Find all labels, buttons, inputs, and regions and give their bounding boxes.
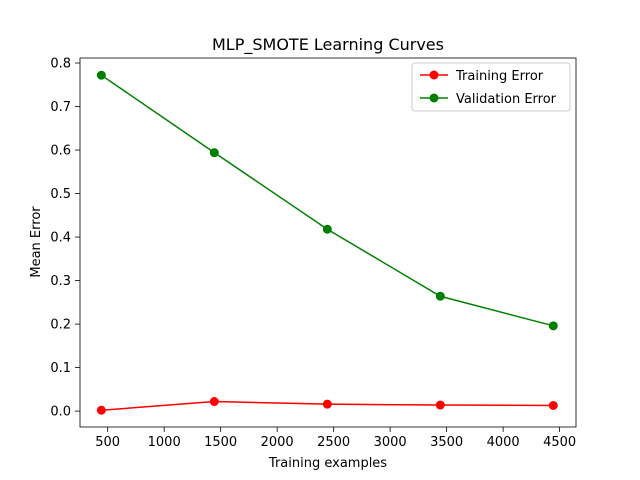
data-point bbox=[322, 399, 332, 409]
y-tick-label: 0.6 bbox=[50, 144, 71, 159]
data-point bbox=[435, 400, 445, 410]
y-tick-label: 0.5 bbox=[50, 187, 71, 202]
data-point bbox=[548, 400, 558, 410]
chart-title: MLP_SMOTE Learning Curves bbox=[212, 35, 444, 55]
x-tick-label: 1000 bbox=[148, 435, 181, 450]
series-line-2 bbox=[100, 74, 554, 327]
x-tick-label: 1500 bbox=[204, 435, 237, 450]
legend-label: Validation Error bbox=[456, 92, 557, 107]
y-axis-label: Mean Error bbox=[29, 206, 44, 278]
x-tick-label: 3000 bbox=[374, 435, 407, 450]
data-point bbox=[96, 70, 106, 80]
legend-marker bbox=[429, 93, 439, 103]
y-tick-label: 0.7 bbox=[50, 100, 71, 115]
axes-frame bbox=[79, 57, 577, 428]
data-point bbox=[435, 291, 445, 301]
x-axis-label: Training examples bbox=[268, 456, 387, 471]
legend-marker bbox=[429, 70, 439, 80]
y-tick-label: 0.0 bbox=[50, 405, 71, 420]
legend-label: Training Error bbox=[455, 69, 544, 84]
y-tick-label: 0.4 bbox=[50, 231, 71, 246]
legend-box bbox=[411, 62, 571, 112]
x-tick-label: 2000 bbox=[261, 435, 294, 450]
data-point bbox=[96, 405, 106, 415]
x-tick-label: 500 bbox=[95, 435, 120, 450]
y-tick-label: 0.1 bbox=[50, 361, 71, 376]
data-point bbox=[209, 148, 219, 158]
plot-area: 500 1000 1500 2000 2500 3000 3500 4000 4500 0.0 0.… bbox=[50, 57, 577, 450]
y-tick-label: 0.3 bbox=[50, 274, 71, 289]
y-tick-label: 0.8 bbox=[50, 57, 71, 72]
x-tick-label: 3500 bbox=[430, 435, 463, 450]
y-tick-label: 0.2 bbox=[50, 318, 71, 333]
data-point bbox=[322, 224, 332, 234]
data-point bbox=[548, 321, 558, 331]
x-tick-label: 4500 bbox=[543, 435, 576, 450]
x-tick-label: 4000 bbox=[487, 435, 520, 450]
x-tick-label: 2500 bbox=[317, 435, 350, 450]
data-point bbox=[209, 397, 219, 407]
